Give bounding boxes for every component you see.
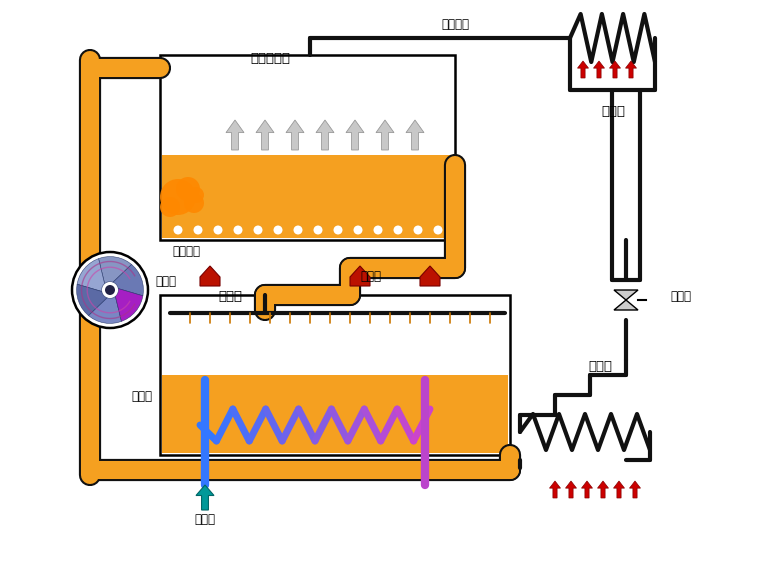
Polygon shape bbox=[629, 481, 641, 498]
Polygon shape bbox=[565, 481, 577, 498]
Text: 吸收器: 吸收器 bbox=[218, 290, 242, 303]
Circle shape bbox=[72, 252, 148, 328]
Polygon shape bbox=[614, 290, 638, 300]
Circle shape bbox=[188, 187, 204, 203]
Polygon shape bbox=[226, 120, 244, 150]
Circle shape bbox=[313, 226, 322, 234]
Polygon shape bbox=[88, 296, 122, 323]
Polygon shape bbox=[610, 61, 620, 78]
Text: 节流阀: 节流阀 bbox=[670, 290, 691, 303]
Polygon shape bbox=[116, 288, 143, 321]
Polygon shape bbox=[200, 266, 220, 286]
Polygon shape bbox=[581, 481, 593, 498]
Circle shape bbox=[184, 193, 204, 213]
Polygon shape bbox=[625, 61, 637, 78]
Circle shape bbox=[394, 226, 403, 234]
Text: 冷凝器: 冷凝器 bbox=[601, 105, 625, 118]
Polygon shape bbox=[549, 481, 560, 498]
Circle shape bbox=[176, 177, 200, 201]
Text: 加热过程: 加热过程 bbox=[172, 245, 200, 258]
Polygon shape bbox=[256, 120, 274, 150]
Polygon shape bbox=[346, 120, 364, 150]
Polygon shape bbox=[406, 120, 424, 150]
Polygon shape bbox=[286, 120, 304, 150]
Circle shape bbox=[214, 226, 223, 234]
Circle shape bbox=[194, 226, 202, 234]
Bar bbox=[162, 375, 508, 453]
Polygon shape bbox=[196, 485, 214, 510]
Circle shape bbox=[353, 226, 363, 234]
Polygon shape bbox=[112, 264, 144, 296]
Polygon shape bbox=[594, 61, 604, 78]
Text: 制冷工质: 制冷工质 bbox=[441, 18, 469, 31]
Polygon shape bbox=[77, 284, 107, 316]
Polygon shape bbox=[420, 266, 440, 286]
Circle shape bbox=[233, 226, 242, 234]
Text: 蒸发器: 蒸发器 bbox=[588, 360, 612, 373]
Circle shape bbox=[160, 197, 180, 217]
Circle shape bbox=[413, 226, 423, 234]
Polygon shape bbox=[376, 120, 394, 150]
Polygon shape bbox=[350, 266, 370, 286]
Polygon shape bbox=[316, 120, 334, 150]
Text: 稀溶液: 稀溶液 bbox=[131, 390, 152, 403]
Bar bbox=[160, 295, 510, 455]
Text: 蒸汽发生器: 蒸汽发生器 bbox=[250, 52, 290, 65]
Circle shape bbox=[334, 226, 343, 234]
Bar bbox=[162, 155, 453, 238]
Circle shape bbox=[433, 226, 442, 234]
Circle shape bbox=[105, 285, 115, 295]
Circle shape bbox=[160, 179, 196, 215]
Circle shape bbox=[173, 226, 182, 234]
Text: 浓溶液: 浓溶液 bbox=[360, 270, 381, 283]
Polygon shape bbox=[99, 256, 131, 284]
Polygon shape bbox=[613, 481, 625, 498]
Polygon shape bbox=[597, 481, 609, 498]
Polygon shape bbox=[578, 61, 588, 78]
Text: 冷却水: 冷却水 bbox=[195, 513, 216, 526]
Circle shape bbox=[373, 226, 382, 234]
Text: 循环泵: 循环泵 bbox=[155, 275, 176, 288]
Circle shape bbox=[254, 226, 262, 234]
Circle shape bbox=[274, 226, 283, 234]
Polygon shape bbox=[77, 259, 105, 291]
Bar bbox=[160, 55, 455, 240]
Circle shape bbox=[293, 226, 302, 234]
Polygon shape bbox=[614, 300, 638, 310]
